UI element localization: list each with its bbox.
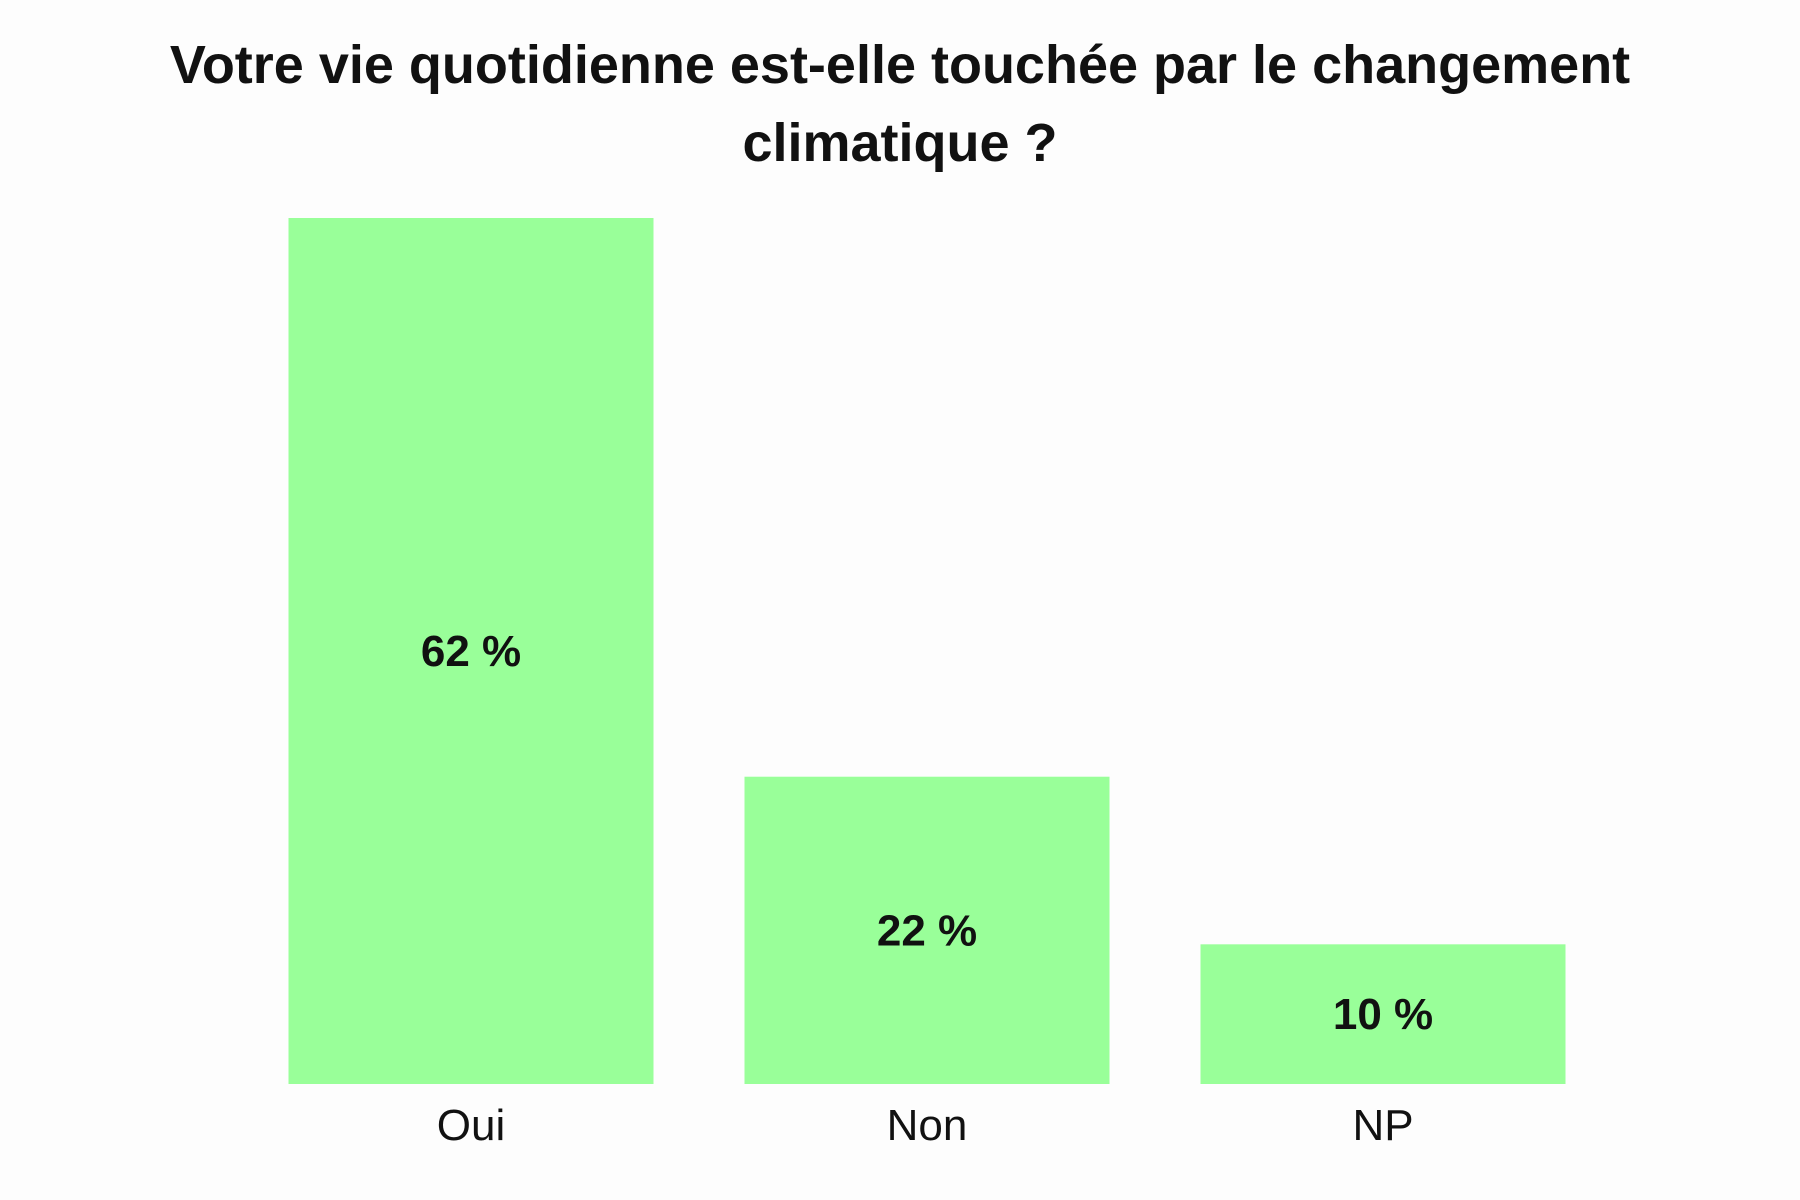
- category-label-non: Non: [887, 1101, 968, 1150]
- value-label-np: 10 %: [1333, 990, 1433, 1039]
- bar-oui: [288, 218, 654, 1084]
- bars-layer: [288, 218, 1566, 1084]
- category-label-np: NP: [1352, 1101, 1413, 1150]
- value-labels-layer: 62 % 22 % 10 %: [421, 627, 1433, 1039]
- value-label-oui: 62 %: [421, 627, 521, 676]
- chart-title: Votre vie quotidienne est-elle touchée p…: [169, 35, 1631, 173]
- category-labels-layer: Oui Non NP: [437, 1101, 1414, 1150]
- value-label-non: 22 %: [877, 906, 977, 955]
- category-label-oui: Oui: [437, 1101, 505, 1150]
- bar-np: [1200, 944, 1566, 1084]
- bar-non: [744, 776, 1110, 1084]
